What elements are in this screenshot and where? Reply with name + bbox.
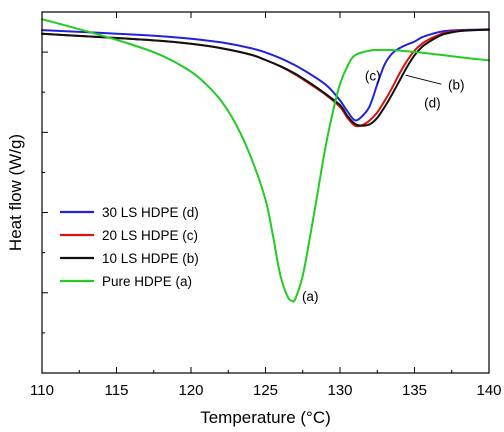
annotation-label-3: (d)	[424, 96, 441, 111]
legend-label: 10 LS HDPE (b)	[102, 251, 199, 266]
legend-label: 20 LS HDPE (c)	[102, 228, 198, 243]
legend-label: 30 LS HDPE (d)	[102, 205, 199, 220]
y-axis-ticks	[42, 11, 48, 374]
series-line-3	[41, 18, 490, 303]
x-tick-label: 130	[327, 382, 352, 399]
x-tick-label: 110	[30, 382, 54, 399]
x-tick-label: 140	[476, 382, 501, 399]
x-axis-title: Temperature (°C)	[200, 408, 331, 427]
x-tick-label: 125	[253, 382, 278, 399]
x-tick-label: 120	[178, 382, 203, 399]
y-axis-title: Heat flow (W/g)	[6, 134, 25, 251]
annotation-pointer-b	[405, 74, 442, 85]
plot-frame	[41, 11, 490, 374]
annotation-label-1: (c)	[365, 69, 381, 84]
legend: 30 LS HDPE (d) 20 LS HDPE (c) 10 LS HDPE (…	[60, 205, 199, 289]
series-line-0	[41, 28, 490, 122]
series-line-1	[41, 28, 490, 128]
series-line-2	[41, 28, 490, 127]
annotation-label-0: (a)	[302, 289, 319, 304]
legend-label: Pure HDPE (a)	[102, 274, 192, 289]
plot-lines	[41, 18, 490, 303]
annotation-label-2: (b)	[448, 78, 465, 93]
x-axis-ticks: 110 115 120 125 130 135 140	[30, 12, 502, 399]
x-tick-label: 135	[402, 382, 427, 399]
x-tick-label: 115	[105, 382, 129, 399]
annotations: (a) (c) (b) (d)	[302, 69, 465, 304]
